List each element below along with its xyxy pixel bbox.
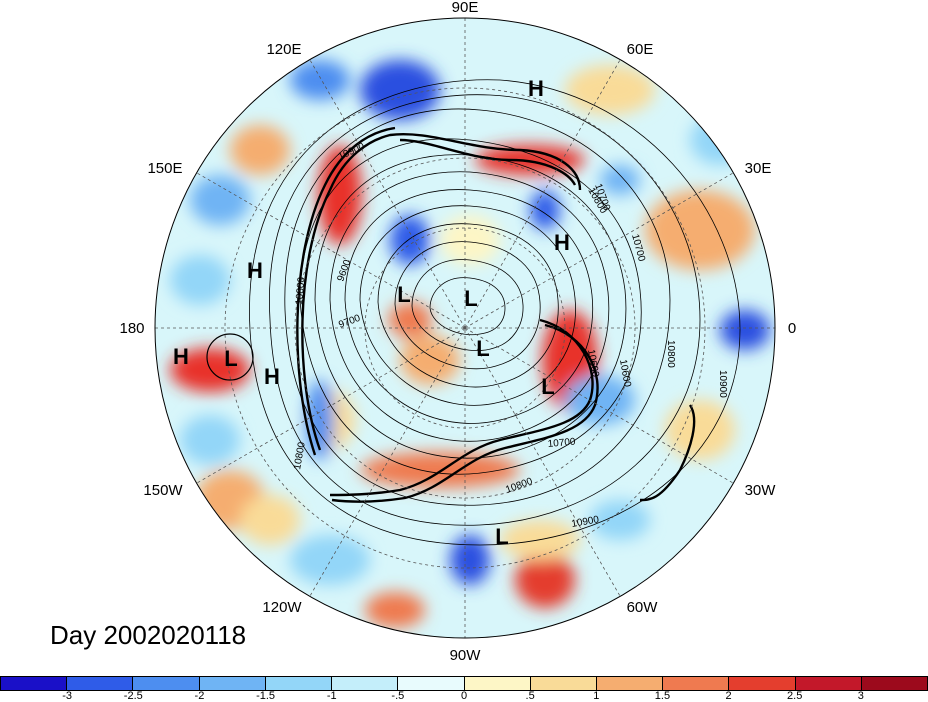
contour-label: 10600 [617, 359, 633, 389]
graticule [155, 18, 775, 638]
contour-label: 10900 [571, 514, 601, 530]
height-contours [249, 79, 741, 546]
low-center-label: L [464, 286, 477, 311]
colorbar-tick-label: 2.5 [787, 690, 803, 702]
colorbar-tick-label: -2.5 [123, 690, 143, 702]
colorbar-cell [795, 677, 862, 690]
colorbar-cell [67, 677, 134, 690]
lon-label-120e: 120E [266, 41, 301, 58]
colorbar-cell [133, 677, 200, 690]
globe-border [154, 17, 776, 639]
lon-label-30w: 30W [745, 482, 777, 499]
high-center-label: H [264, 364, 280, 389]
low-center-label: L [224, 346, 237, 371]
day-label: Day 2002020118 [50, 620, 247, 650]
high-center-label: H [528, 76, 544, 101]
lon-label-150w: 150W [143, 482, 183, 499]
colorbar-cell [265, 677, 333, 690]
low-center-label: L [495, 524, 508, 549]
colorbar-tick-label: 3 [857, 690, 864, 702]
contour-label: 10700 [547, 437, 576, 450]
colorbar-tick-label: -3 [62, 690, 73, 702]
colorbar-tick-label: -2 [194, 690, 205, 702]
colorbar-cell [398, 677, 465, 690]
jet-stream-contours [296, 126, 696, 503]
lon-label-150e: 150E [147, 160, 182, 177]
colorbar-cell [729, 677, 796, 690]
lon-label-90w: 90W [450, 647, 482, 664]
contour-label: 10900 [717, 370, 728, 398]
colorbar-cell [596, 677, 664, 690]
lon-label-90e: 90E [452, 0, 479, 16]
colorbar-cell [861, 677, 928, 690]
colorbar [0, 676, 928, 691]
colorbar-cell [1, 677, 68, 690]
colorbar-tick-label: 1.5 [654, 690, 671, 702]
high-center-label: H [247, 258, 263, 283]
colorbar-cell [530, 677, 597, 690]
colorbar-tick-label: -1.5 [256, 690, 276, 702]
contour-label: 10600 [585, 349, 601, 379]
colorbar-tick-label: 1 [593, 690, 600, 702]
contour-label: 10800 [294, 276, 307, 305]
colorbar-tick-label: 2 [725, 690, 732, 702]
low-center-label: L [476, 336, 489, 361]
high-center-label: H [554, 230, 570, 255]
contour-label: 10800 [665, 340, 676, 368]
colorbar-tick-label: -1 [326, 690, 337, 702]
lon-label-0: 0 [788, 320, 796, 337]
low-center-label: L [541, 374, 554, 399]
high-center-label: H [173, 344, 189, 369]
lon-label-60w: 60W [627, 599, 659, 616]
colorbar-cell [332, 677, 399, 690]
contour-label: 10800 [292, 441, 308, 471]
colorbar-tick-label: 0 [460, 690, 468, 702]
colorbar-cell [464, 677, 531, 690]
colorbar-ticks: -3 -2.5 -2 -1.5 -1 -.5 0 .5 1 1.5 2 2.5 3 [0, 690, 928, 702]
low-center-contour [206, 333, 254, 381]
pressure-centers: H H H H H L L L L L L [173, 76, 570, 549]
lon-label-120w: 120W [262, 599, 302, 616]
longitude-labels: 90E 60E 30E 0 30W 60W 90W 120W 150W 180 … [119, 0, 796, 664]
lon-label-180: 180 [119, 320, 144, 337]
colorbar-cell [663, 677, 730, 690]
colorbar-tick-label: -.5 [391, 690, 405, 702]
lon-label-60e: 60E [627, 41, 654, 58]
lon-label-30e: 30E [745, 160, 772, 177]
low-center-label: L [397, 282, 410, 307]
colorbar-cell [199, 677, 266, 690]
colorbar-tick-label: .5 [525, 690, 535, 702]
